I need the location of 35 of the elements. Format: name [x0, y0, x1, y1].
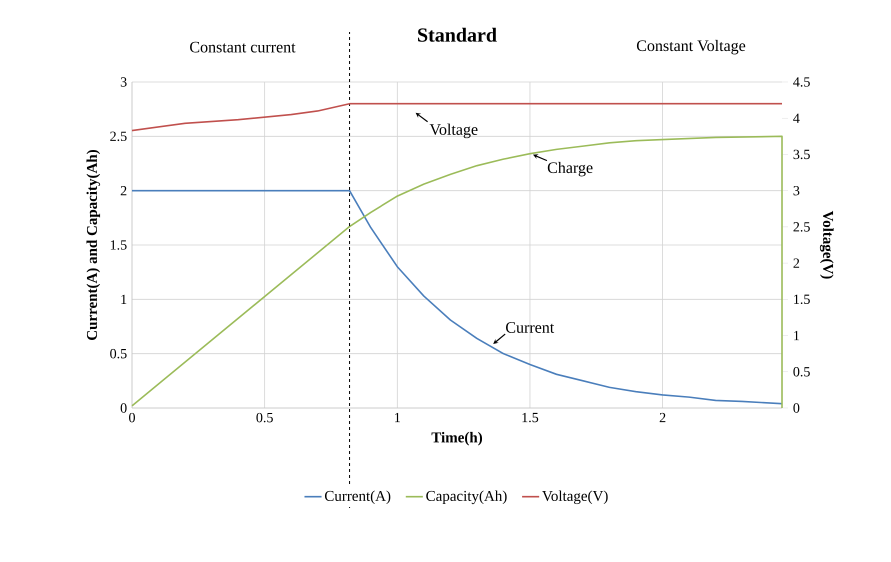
x-tick-label: 0.5	[256, 412, 273, 422]
text: Constant current	[190, 42, 296, 52]
chart-title: Standard	[418, 28, 497, 42]
y-tick-label: 0.5	[110, 348, 127, 358]
legend-label: Current(A)	[324, 490, 390, 504]
y-axis-title: Current(A) and Capacity(Ah)	[86, 150, 100, 340]
x-tick-label: 0	[129, 412, 135, 422]
annotation: Voltage	[430, 124, 478, 138]
y2-tick-label: 3	[794, 186, 800, 196]
x-tick-label: 2	[660, 412, 666, 422]
y-tick-label: 1	[121, 294, 126, 304]
y2-tick-label: 1	[794, 330, 800, 340]
legend-label: Capacity(Ah)	[426, 490, 507, 504]
y-tick-label: 3	[120, 77, 127, 87]
y2-tick-label: 3.5	[794, 150, 810, 160]
y-tick-label: 0	[120, 403, 127, 413]
y-tick-label: 1.5	[110, 240, 127, 250]
text: Constant Voltage	[636, 40, 746, 54]
y-tick-label: 2.5	[110, 132, 127, 142]
annotation: Charge	[548, 162, 593, 176]
y2-tick-label: 0	[793, 403, 800, 413]
y2-tick-label: 2	[793, 258, 800, 268]
line-series	[131, 190, 783, 404]
x-tick-label: 1	[395, 412, 400, 422]
y2-tick-label: 1.5	[794, 294, 810, 304]
legend-label: Voltage(V)	[542, 490, 608, 504]
y2-tick-label: 2.5	[793, 222, 810, 232]
x-axis-title: Time(h)	[432, 432, 482, 446]
y2-tick-label: 4.5	[793, 77, 810, 87]
x-tick-label: 1.5	[522, 412, 538, 422]
y-tick-label: 2	[120, 186, 126, 196]
annotation: Current	[506, 322, 554, 333]
y2-tick-label: 4	[793, 114, 800, 123]
y2-tick-label: 0.5	[793, 367, 810, 377]
y2-axis-title: Voltage(V)	[820, 210, 834, 279]
